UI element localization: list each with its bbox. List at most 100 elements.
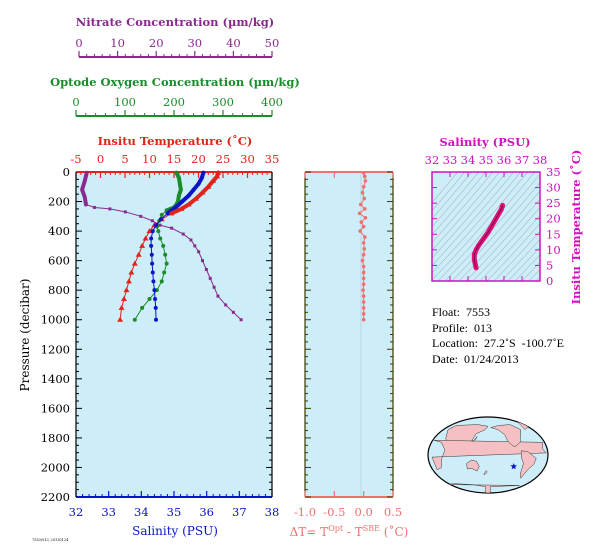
delta-t-point (361, 264, 366, 269)
delta-t-background (305, 172, 393, 497)
temperature-surface-line (169, 170, 221, 216)
delta-t-point (362, 247, 367, 251)
temperature-tick-label: 0 (97, 152, 104, 166)
nitrate-point (204, 268, 208, 271)
pressure-tick-label: 1800 (41, 431, 70, 445)
ts-curve-core (473, 205, 503, 269)
pressure-tick-label: 600 (48, 254, 70, 268)
oxygen-point (140, 305, 145, 310)
pressure-tick-label: 1200 (41, 342, 70, 356)
temperature-tick-label: 35 (265, 152, 280, 166)
oxygen-point (162, 270, 167, 275)
temperature-tick-label: 10 (142, 152, 157, 166)
ts-temperature-tick-label: 30 (546, 181, 561, 195)
pressure-tick-label: 800 (48, 283, 70, 297)
delta-t-tick-label: -1.0 (294, 505, 316, 519)
map-north-america (489, 424, 522, 447)
ts-background (432, 172, 540, 281)
delta-t-point (361, 282, 366, 287)
ts-isopycnal (472, 206, 540, 281)
nitrate-point (231, 310, 235, 314)
ts-isopycnal (437, 172, 535, 281)
ts-isopycnal (507, 246, 540, 281)
salinity-point (153, 305, 158, 310)
pressure-tick-label: 0 (63, 165, 70, 179)
date: Date: 01/24/2013 (432, 351, 519, 366)
delta-t-tick-label: 0.5 (384, 505, 402, 519)
ts-temperature-tick-label: 20 (546, 212, 561, 226)
oxygen-point (163, 252, 168, 257)
salinity-point (149, 243, 154, 248)
ts-isopycnal (432, 172, 486, 236)
location: Location: 27.2˚S -100.7˚E (432, 336, 564, 350)
salinity-surface-line (165, 170, 206, 216)
temperature-axis-title: Insitu Temperature (˚C) (98, 134, 253, 148)
ts-isopycnal (432, 172, 472, 220)
delta-t-point (361, 276, 366, 281)
map-antarctica (440, 483, 520, 493)
oxygen-axis-title: Optode Oxygen Concentration (µm/kg) (50, 75, 300, 89)
salinity-tick-label: 38 (265, 505, 280, 519)
nitrate-point (197, 250, 201, 254)
ts-isopycnal (521, 261, 540, 281)
delta-t-point (359, 220, 364, 225)
delta-t-point (361, 306, 366, 310)
temperature-tick-label: 20 (191, 152, 206, 166)
temperature-tick-label: -5 (70, 152, 81, 166)
salinity-tick-label: 33 (101, 505, 116, 519)
nitrate-point (181, 232, 185, 236)
delta-t-point (361, 300, 366, 304)
delta-t-title-mid: - T (343, 525, 363, 539)
oxygen-point (147, 297, 152, 302)
oxygen-tick-label: 100 (114, 95, 136, 109)
temperature-point (135, 251, 142, 257)
salinity-point (150, 261, 155, 266)
ts-isopycnal (432, 172, 521, 274)
delta-t-point (363, 174, 367, 179)
nitrate-tick-label: 50 (265, 36, 280, 50)
delta-t-point (363, 215, 368, 220)
map-japan (471, 436, 478, 442)
nitrate-point (212, 285, 216, 289)
plot-layer: 0200400600800100012001400160018002000220… (41, 36, 561, 519)
ts-isopycnal (500, 238, 540, 281)
temperature-tick-label: 25 (216, 152, 231, 166)
nitrate-tick-label: 0 (75, 36, 82, 50)
ts-isopycnal (432, 172, 479, 228)
nitrate-point (123, 210, 127, 214)
float-info-block: Float: 7553 Profile: 013 Location: 27.2˚… (432, 305, 564, 367)
nitrate-tick-label: 40 (226, 36, 241, 50)
salinity-point (152, 288, 157, 293)
oxygen-point (161, 243, 166, 248)
ts-isopycnal (528, 269, 540, 281)
nitrate-point (108, 207, 112, 211)
float-location-marker (510, 462, 518, 470)
temperature-tick-label: 15 (167, 152, 182, 166)
oxygen-tick-label: 300 (212, 95, 234, 109)
delta-t-point (360, 258, 365, 263)
delta-t-point (361, 288, 365, 292)
salinity-point (153, 297, 158, 302)
delta-t-point (361, 294, 366, 298)
nitrate-point (208, 276, 212, 280)
salinity-point (158, 217, 163, 222)
salinity-point (149, 236, 154, 241)
delta-t-axis-title: ΔT= TOpt - TSBE (˚C) (290, 524, 409, 539)
nitrate-point (158, 223, 162, 227)
temperature-point (117, 316, 124, 322)
ts-isopycnal (486, 223, 540, 281)
ts-temperature-tick-label: 0 (546, 274, 553, 288)
oxygen-tick-label: 0 (72, 95, 79, 109)
map-land (431, 420, 547, 493)
ts-isopycnal (432, 172, 458, 203)
temperature-point (118, 304, 125, 310)
salinity-point (150, 270, 155, 275)
nitrate-tick-label: 30 (187, 36, 202, 50)
map-africa (431, 439, 547, 471)
salinity-point (154, 223, 159, 228)
ts-temperature-tick-label: 5 (546, 258, 553, 272)
pressure-tick-label: 400 (48, 224, 70, 238)
nitrate-surface-line (79, 170, 89, 207)
salinity-point (154, 317, 159, 322)
